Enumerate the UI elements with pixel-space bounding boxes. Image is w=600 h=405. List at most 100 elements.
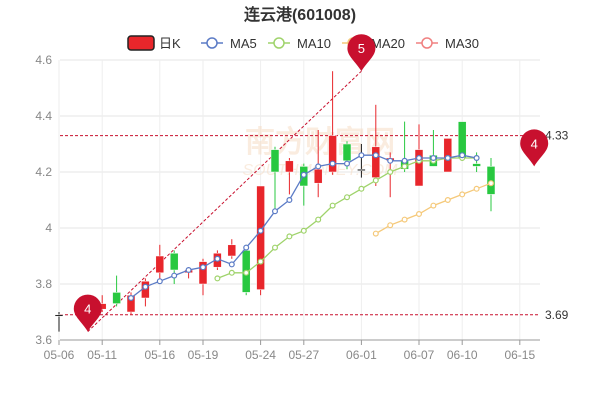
ma20-point — [387, 222, 394, 229]
watermark-text: 南方财富网 — [245, 125, 395, 159]
marker-pin — [347, 34, 376, 72]
x-tick-label: 05-11 — [87, 348, 117, 362]
ma10-point — [387, 169, 394, 176]
ma5-point — [459, 152, 466, 159]
x-tick-label: 06-10 — [447, 348, 478, 362]
legend-item-ma5[interactable]: MA5 — [201, 36, 257, 51]
ma5-point — [257, 227, 264, 234]
ma5-point — [156, 278, 163, 285]
marker-label: 4 — [531, 136, 538, 151]
ma5-point — [329, 160, 336, 167]
x-tick-label: 05-06 — [44, 348, 75, 362]
candle-body — [227, 244, 237, 257]
x-tick-label: 05-16 — [144, 348, 175, 362]
ma5-point — [228, 261, 235, 268]
ma10-point — [372, 177, 379, 184]
marker-label: 4 — [84, 302, 91, 317]
ma5-point — [214, 255, 221, 262]
ma5-point — [142, 283, 149, 290]
y-tick-label: 4.4 — [35, 109, 52, 123]
legend-swatch — [127, 35, 155, 51]
candle-body — [169, 252, 179, 271]
ma10-point — [243, 269, 250, 276]
ma5-point — [171, 272, 178, 279]
ma5-point — [430, 155, 437, 162]
ma20-point — [401, 216, 408, 223]
candle-body — [256, 185, 265, 290]
ma5-point — [473, 155, 480, 162]
ma10-point — [344, 194, 351, 201]
ma10-point — [358, 185, 365, 192]
candle-body — [328, 135, 337, 173]
reference-lines: 4.33 3.69 — [60, 70, 569, 332]
legend-label: MA10 — [297, 36, 331, 51]
candle-body — [357, 168, 366, 171]
grid — [58, 59, 540, 341]
ma5-point — [315, 163, 322, 170]
ma20-point — [488, 180, 495, 187]
legend-item-日k[interactable]: 日K — [127, 35, 181, 51]
candle-body — [112, 292, 121, 304]
ma5-point — [358, 152, 365, 159]
legend-swatch-ring — [421, 37, 433, 49]
candle-body — [198, 261, 208, 285]
y-tick-label: 3.8 — [35, 277, 52, 291]
y-tick-label: 3.6 — [35, 333, 52, 347]
ma10-point — [401, 163, 408, 170]
candle-body — [472, 163, 481, 167]
legend-label: MA20 — [371, 36, 405, 51]
candle-body — [371, 146, 381, 178]
ma10-point — [300, 227, 307, 234]
candles — [54, 71, 496, 332]
legend-swatch-ring — [206, 37, 218, 49]
ma10-point — [329, 202, 336, 209]
watermark: 南方财富网SOUTHMONEY.COM — [243, 125, 399, 179]
marker-pin — [520, 129, 549, 167]
ma20-point — [416, 211, 423, 218]
reference-label: 4.33 — [545, 129, 569, 143]
ma10-point — [315, 216, 322, 223]
x-tick-label: 06-01 — [346, 348, 377, 362]
trend-line — [87, 70, 362, 332]
x-axis: 05-06 05-11 05-16 05-19 05-24 05-27 06-01 06-07… — [44, 339, 540, 362]
legend-swatch-ring — [273, 37, 285, 49]
y-tick-label: 4 — [45, 221, 52, 235]
ma10-point — [214, 275, 221, 282]
candle-body — [155, 255, 165, 274]
moving-averages — [128, 152, 495, 302]
chart-title: 连云港(601008) — [244, 5, 356, 24]
markers: 5 4 4 — [73, 34, 549, 332]
ma20-point — [473, 185, 480, 192]
x-tick-label: 06-07 — [404, 348, 435, 362]
y-tick-label: 4.6 — [35, 53, 52, 67]
ma10-point — [286, 233, 293, 240]
ma5-point — [372, 152, 379, 159]
marker-label: 5 — [358, 41, 365, 56]
ma5-point — [128, 295, 135, 302]
marker-pin — [73, 294, 102, 332]
ma5-point — [185, 267, 192, 274]
x-tick-label: 05-24 — [245, 348, 276, 362]
legend-label: 日K — [159, 36, 181, 51]
ma5-point — [286, 197, 293, 204]
ma5-point — [344, 160, 351, 167]
x-tick-label: 05-27 — [288, 348, 319, 362]
ma5-point — [243, 244, 250, 251]
ma5-point — [272, 208, 279, 215]
legend-item-ma10[interactable]: MA10 — [268, 36, 331, 51]
ma10-point — [272, 244, 279, 251]
ma5-point — [444, 155, 451, 162]
legend-item-ma30[interactable]: MA30 — [416, 36, 479, 51]
legend-label: MA30 — [445, 36, 479, 51]
ma10-point — [257, 258, 264, 265]
candle-body — [342, 143, 352, 162]
ma20-point — [430, 202, 437, 209]
legend[interactable]: 日K MA5 MA10 MA20 MA30 — [127, 35, 479, 51]
ma5-point — [387, 157, 394, 164]
ma10-point — [228, 269, 235, 276]
reference-label: 3.69 — [545, 308, 569, 322]
ma20-point — [444, 197, 451, 204]
x-tick-label: 05-19 — [188, 348, 219, 362]
y-tick-label: 4.2 — [35, 165, 52, 179]
